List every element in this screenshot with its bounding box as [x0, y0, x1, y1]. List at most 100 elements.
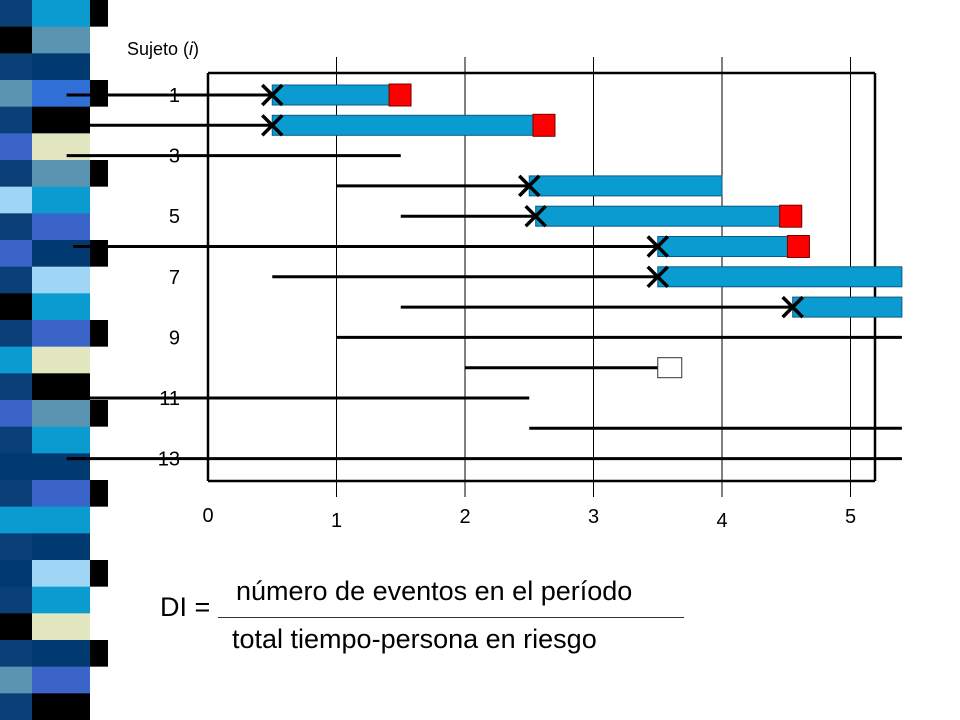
- sidebar-stripe-right: [90, 373, 108, 401]
- sidebar-stripe-left: [0, 453, 32, 481]
- sidebar-stripe: [32, 426, 90, 454]
- sidebar-stripe-left: [0, 240, 32, 268]
- risk-time-bar: [792, 296, 903, 318]
- sidebar-stripe-right: [90, 453, 108, 481]
- sidebar-stripe-left: [0, 346, 32, 374]
- sidebar-stripe-right: [90, 26, 108, 54]
- sidebar-stripe: [32, 613, 90, 641]
- formula-di-label: DI =: [160, 592, 211, 622]
- decorative-striped-sidebar: [0, 0, 108, 720]
- sidebar-stripe: [32, 320, 90, 348]
- sidebar-stripe-left: [0, 133, 32, 161]
- formula-numerator: número de eventos en el período: [236, 576, 633, 606]
- sidebar-stripe-right: [90, 400, 108, 428]
- sidebar-stripe-left: [0, 533, 32, 561]
- entry-cross-b: [518, 174, 541, 198]
- sidebar-stripe-right: [90, 666, 108, 694]
- sidebar-stripe-right: [90, 320, 108, 348]
- event-marker: [532, 113, 556, 137]
- subject-label-3: 3: [169, 146, 180, 168]
- sidebar-stripe-left: [0, 0, 32, 28]
- sidebar-stripe-left: [0, 640, 32, 668]
- sidebar-stripe: [32, 26, 90, 54]
- formula-denominator: total tiempo-persona en riesgo: [232, 624, 597, 654]
- risk-time-bar: [271, 114, 556, 136]
- sidebar-stripe-right: [90, 0, 108, 28]
- sidebar-stripe-left: [0, 480, 32, 508]
- sidebar-stripe-right: [90, 160, 108, 188]
- sidebar-stripe-left: [0, 53, 32, 81]
- sidebar-stripe-right: [90, 133, 108, 161]
- sidebar-stripe-left: [0, 506, 32, 534]
- sidebar-stripe-right: [90, 106, 108, 134]
- sidebar-stripe: [32, 560, 90, 588]
- subject-5: [400, 204, 803, 228]
- x-tick-label-3: 3: [588, 506, 599, 528]
- sidebar-stripe: [32, 640, 90, 668]
- subject-timelines: [66, 83, 903, 461]
- sidebar-stripe: [32, 506, 90, 534]
- sidebar-stripe-right: [90, 640, 108, 668]
- sidebar-stripe: [32, 293, 90, 321]
- sidebar-stripe-left: [0, 613, 32, 641]
- subject-7: [272, 265, 903, 289]
- sidebar-stripe: [32, 266, 90, 294]
- subject-10: [465, 357, 683, 379]
- sidebar-stripe: [32, 480, 90, 508]
- event-marker: [786, 235, 810, 258]
- subject-label-11: 11: [159, 388, 180, 410]
- sidebar-stripe-right: [90, 586, 108, 614]
- x-tick-label-1: 1: [331, 510, 342, 532]
- fraction-bar: [218, 617, 684, 618]
- sidebar-stripe: [32, 693, 90, 720]
- y-axis-title: Sujeto (i): [127, 39, 199, 59]
- sidebar-stripe-left: [0, 666, 32, 694]
- sidebar-stripe-left: [0, 400, 32, 428]
- entry-cross-b: [261, 83, 284, 107]
- sidebar-stripe-left: [0, 293, 32, 321]
- sidebar-stripe-left: [0, 26, 32, 54]
- x-tick-label-5: 5: [845, 506, 856, 528]
- sidebar-stripe: [32, 0, 90, 28]
- entry-cross-b: [646, 265, 669, 289]
- sidebar-stripe-left: [0, 426, 32, 454]
- sidebar-stripe-left: [0, 106, 32, 134]
- subject-2: [66, 113, 556, 137]
- x-tick-label-4: 4: [716, 510, 727, 532]
- sidebar-stripe: [32, 160, 90, 188]
- sidebar-stripe: [32, 666, 90, 694]
- sidebar-stripe: [32, 240, 90, 268]
- sidebar-stripe-left: [0, 186, 32, 214]
- sidebar-stripe-left: [0, 693, 32, 720]
- risk-time-bar: [657, 236, 810, 257]
- sidebar-stripe: [32, 373, 90, 401]
- sidebar-stripe-right: [90, 613, 108, 641]
- sidebar-stripe-right: [90, 346, 108, 374]
- sidebar-stripe-left: [0, 373, 32, 401]
- x-origin-label: 0: [202, 505, 213, 527]
- subject-label-13: 13: [158, 449, 180, 471]
- sidebar-stripe-right: [90, 693, 108, 720]
- sidebar-stripe-left: [0, 213, 32, 241]
- sidebar-stripe: [32, 400, 90, 428]
- time-axis-labels: 0 1 2 3 4 5: [202, 505, 856, 532]
- sidebar-stripe-right: [90, 213, 108, 241]
- sidebar-stripe-left: [0, 160, 32, 188]
- entry-cross-b: [524, 204, 547, 228]
- sidebar-stripe-right: [90, 426, 108, 454]
- sidebar-stripe-left: [0, 560, 32, 588]
- risk-time-bar: [657, 266, 903, 288]
- sidebar-stripe-right: [90, 560, 108, 588]
- sidebar-stripe: [32, 533, 90, 561]
- sidebar-stripe-right: [90, 186, 108, 214]
- sidebar-stripe-right: [90, 266, 108, 294]
- event-marker: [388, 83, 412, 107]
- subject-4: [336, 174, 723, 198]
- subject-label-7: 7: [169, 267, 180, 289]
- risk-time-bar: [535, 205, 803, 227]
- risk-time-bar: [528, 175, 723, 197]
- censored-marker: [657, 357, 683, 379]
- x-tick-label-2: 2: [459, 506, 470, 528]
- sidebar-stripe: [32, 586, 90, 614]
